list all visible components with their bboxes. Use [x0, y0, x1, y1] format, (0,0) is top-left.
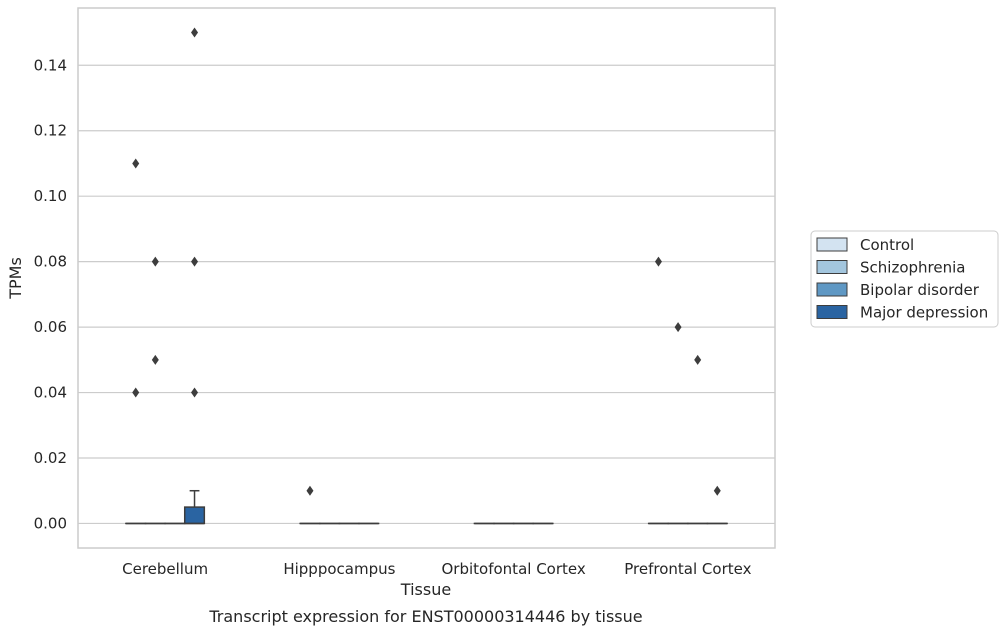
y-tick-label: 0.12 — [34, 122, 67, 140]
outlier-point — [191, 256, 199, 267]
x-tick-label: Cerebellum — [122, 560, 208, 578]
chart-caption: Transcript expression for ENST0000031444… — [208, 607, 642, 626]
x-tick-label: Orbitofontal Cortex — [442, 560, 586, 578]
y-tick-label: 0.06 — [34, 318, 67, 336]
outlier-point — [694, 354, 702, 365]
y-tick-label: 0.08 — [34, 253, 67, 271]
box-series — [125, 489, 728, 525]
outlier-point — [674, 322, 682, 333]
x-tick-label: Hipppocampus — [283, 560, 395, 578]
outlier-point — [191, 27, 199, 38]
plot-area-frame — [77, 7, 776, 549]
y-axis-title: TPMs — [6, 257, 25, 300]
y-tick-label: 0.04 — [34, 384, 67, 402]
legend-swatch — [816, 260, 848, 274]
box-major-depression — [183, 489, 206, 525]
legend-label: Major depression — [860, 304, 988, 322]
outlier-point — [151, 354, 159, 365]
box-iqr — [183, 506, 206, 525]
legend-swatch — [816, 282, 848, 297]
x-axis-title: Tissue — [400, 580, 451, 599]
y-tick-label: 0.00 — [34, 514, 67, 532]
grid-lines — [78, 64, 775, 525]
legend-frame — [810, 230, 999, 328]
outlier-point — [132, 387, 140, 398]
outlier-point — [132, 158, 140, 169]
y-tick-label: 0.10 — [34, 187, 67, 205]
outlier-point — [654, 256, 662, 267]
legend-label: Bipolar disorder — [860, 281, 980, 299]
y-tick-labels: 0.00 0.02 0.04 0.06 0.08 0.10 0.12 0.14 — [34, 56, 67, 532]
outlier-point — [306, 485, 314, 496]
y-tick-label: 0.14 — [34, 56, 67, 74]
legend-swatch — [816, 305, 848, 319]
x-tick-labels: Cerebellum Hipppocampus Orbitofontal Corte… — [122, 560, 751, 578]
outlier-point — [713, 485, 721, 496]
legend-label: Schizophrenia — [860, 259, 965, 277]
outlier-points — [132, 27, 721, 496]
legend: Control Schizophrenia Bipolar disorder Majo… — [810, 230, 999, 328]
x-tick-label: Prefrontal Cortex — [624, 560, 751, 578]
y-tick-label: 0.02 — [34, 449, 67, 467]
legend-swatch — [816, 237, 848, 252]
outlier-point — [191, 387, 199, 398]
outlier-point — [151, 256, 159, 267]
legend-label: Control — [860, 236, 914, 254]
